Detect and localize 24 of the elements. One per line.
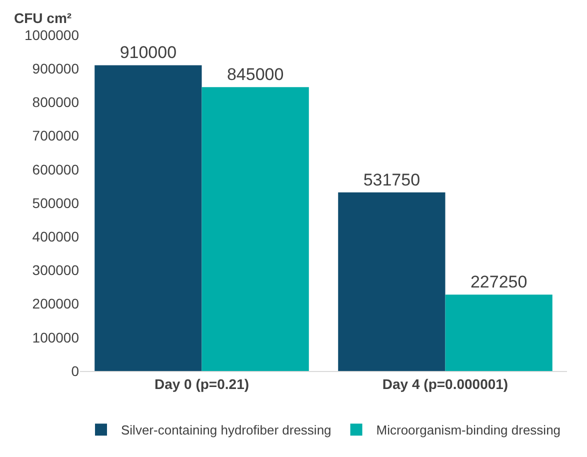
y-axis-title: CFU cm² <box>14 10 72 26</box>
y-tick-label: 0 <box>71 362 80 379</box>
y-tick-label: 200000 <box>32 296 80 312</box>
y-tick-label: 700000 <box>32 128 80 144</box>
y-tick-label: 500000 <box>32 194 80 211</box>
data-label: 845000 <box>226 65 284 84</box>
data-label: 531750 <box>363 170 420 190</box>
y-tick-label: 300000 <box>32 262 80 278</box>
bar <box>202 87 309 371</box>
x-tick-label: Day 0 (p=0.21) <box>154 376 250 392</box>
y-tick-label: 800000 <box>32 94 80 110</box>
bar <box>94 65 202 371</box>
y-tick-label: 400000 <box>32 228 80 244</box>
y-tick-label: 600000 <box>32 161 80 178</box>
data-label: 910000 <box>120 43 177 62</box>
bar <box>338 192 446 371</box>
y-tick-label: 100000 <box>32 329 80 346</box>
y-tick-label: 900000 <box>32 60 80 76</box>
legend-label: Microorganism-binding dressing <box>376 422 561 438</box>
data-label: 227250 <box>470 272 528 292</box>
y-tick-label: 1000000 <box>24 26 80 43</box>
legend-label: Silver-containing hydrofiber dressing <box>121 422 332 438</box>
bar <box>445 294 552 371</box>
x-tick-label: Day 4 (p=0.000001) <box>382 376 508 392</box>
